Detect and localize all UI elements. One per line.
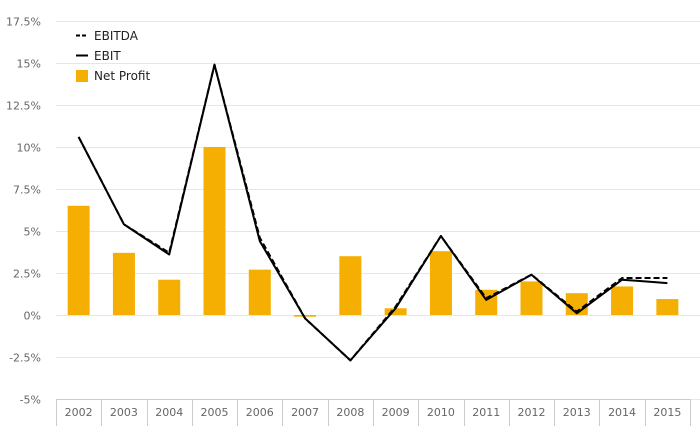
y-tick-label: 5% [24,226,41,239]
ebit-line [77,63,668,362]
legend-label: EBITDA [94,29,139,43]
x-tick-label: 2004 [155,406,183,419]
net-profit-bar [248,269,271,315]
net-profit-bars [67,147,679,317]
net-profit-bar [339,256,362,315]
net-profit-bar [520,281,543,315]
net-profit-bar [294,315,317,317]
y-tick-label: 2.5% [13,268,41,281]
y-tick-label: 12.5% [6,100,41,113]
net-profit-bar [67,205,90,315]
y-tick-label: 7.5% [13,184,41,197]
y-tick-label: -5% [20,394,41,407]
axes: -5% -2.5% 0% 2.5% 5% 7.5% 10% 12.5% 15% 17.5% 2002… [6,16,691,426]
legend-label: EBIT [94,49,121,63]
x-tick-label: 2011 [472,406,500,419]
x-tick-label: 2007 [291,406,319,419]
net-profit-bar [429,251,452,315]
net-profit-bar [203,147,226,315]
line-series [77,63,668,362]
x-tick-label: 2009 [382,406,410,419]
net-profit-bar [656,299,679,315]
net-profit-bar [384,308,407,315]
y-tick-label: 10% [17,142,41,155]
y-tick-label: 15% [17,58,41,71]
ebitda-line [77,63,668,362]
y-tick-label: 0% [24,310,41,323]
x-tick-label: 2002 [65,406,93,419]
net-profit-bar [158,279,181,315]
y-tick-label: 17.5% [6,16,41,29]
x-tick-label: 2013 [563,406,591,419]
x-tick-label: 2005 [201,406,229,419]
x-tick-label: 2006 [246,406,274,419]
net-profit-bar [112,252,135,315]
legend-label: Net Profit [94,69,150,83]
legend-symbol-net-profit [76,70,88,82]
x-tick-label: 2015 [653,406,681,419]
x-tick-label: 2010 [427,406,455,419]
net-profit-bar [611,286,634,315]
gridlines [56,21,700,400]
x-tick-label: 2014 [608,406,636,419]
x-tick-label: 2008 [336,406,364,419]
y-tick-label: -2.5% [9,352,41,365]
legend: EBITDA EBIT Net Profit [76,29,150,83]
x-tick-label: 2012 [518,406,546,419]
x-tick-label: 2003 [110,406,138,419]
